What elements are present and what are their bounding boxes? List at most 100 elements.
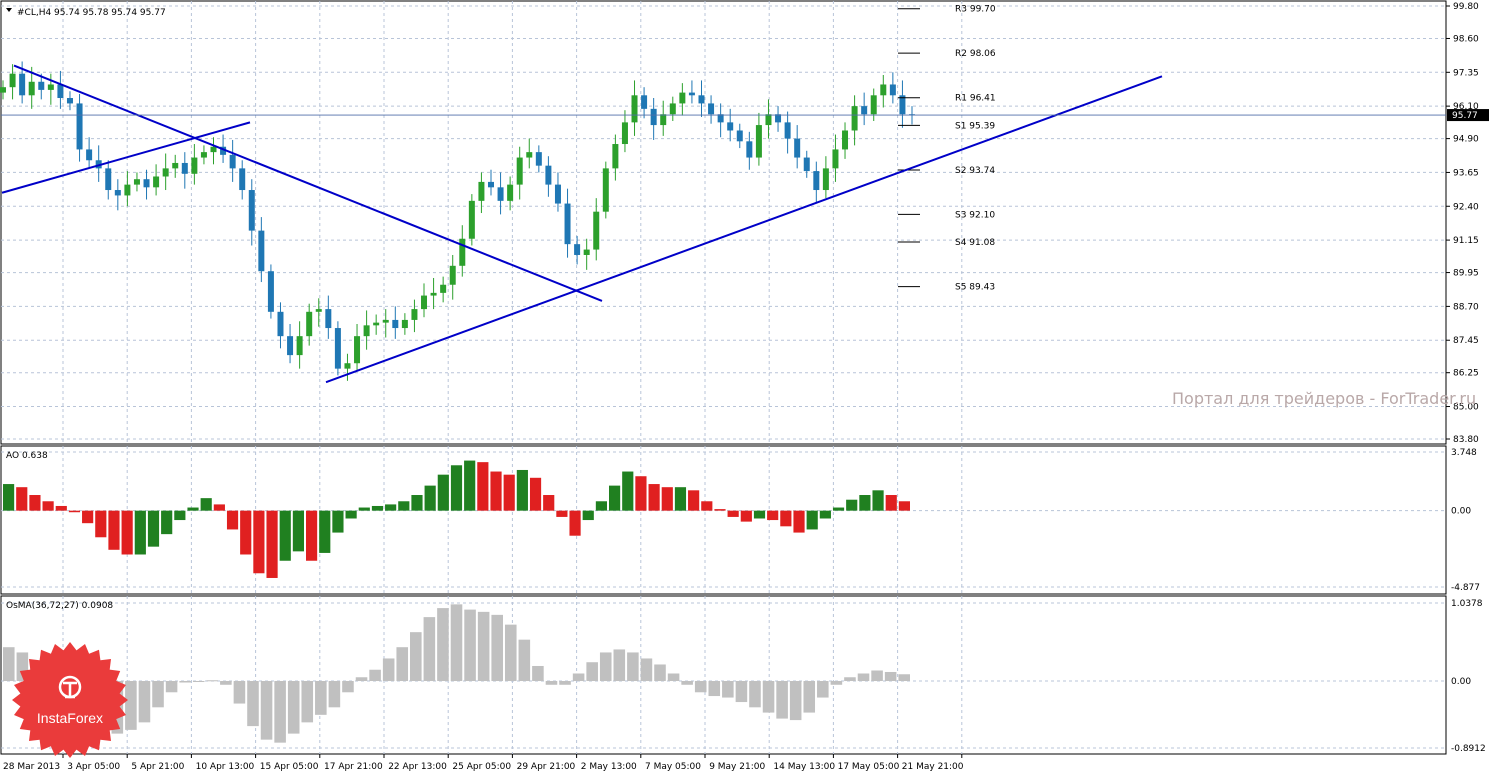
osma-bar (518, 639, 531, 682)
osma-bar (803, 681, 816, 713)
ao-bar (767, 510, 779, 521)
y-tick-label: 87.45 (1453, 336, 1479, 346)
pivot-label: S4 91.08 (955, 238, 995, 248)
osma-bar (423, 617, 436, 682)
candle-body (660, 114, 667, 126)
candle-body (430, 292, 437, 296)
pivot-label: R1 96.41 (955, 94, 996, 104)
candle-body (325, 309, 332, 329)
x-tick-label: 2 May 13:00 (581, 762, 637, 772)
candle-body (478, 181, 485, 201)
ao-bar (503, 474, 515, 511)
osma-bar (762, 681, 775, 713)
ao-bar (688, 490, 700, 511)
candle-body (803, 157, 810, 172)
ao-bar (279, 510, 291, 561)
osma-bar (572, 673, 585, 682)
candle-body (736, 130, 743, 142)
osma-bar (789, 681, 802, 721)
dropdown-arrow-icon[interactable] (6, 8, 12, 12)
osma-bar (545, 681, 558, 685)
osma-bar (627, 652, 639, 682)
y-tick-label: 93.65 (1453, 168, 1479, 178)
candle-body (392, 319, 399, 329)
candle-body (153, 176, 160, 188)
candle-body (334, 328, 341, 369)
pivot-label: S2 93.74 (955, 166, 995, 176)
osma-bar (396, 647, 409, 682)
candle-body (76, 103, 83, 150)
osma-tick-label: 1.0378 (1451, 599, 1483, 609)
candle-body (794, 138, 801, 158)
candle-body (602, 168, 609, 212)
osma-bar (16, 652, 29, 682)
osma-bar (274, 681, 286, 743)
osma-bar (410, 632, 422, 682)
osma-bar (735, 681, 748, 703)
candle-body (9, 73, 16, 88)
osma-bar (233, 681, 246, 704)
osma-bar (667, 673, 680, 682)
x-tick-label: 17 Apr 21:00 (324, 762, 383, 772)
candle-body (669, 103, 676, 115)
ao-bar (55, 505, 67, 511)
candle-body (784, 122, 791, 139)
candle-body (775, 114, 782, 123)
osma-bar (599, 652, 612, 682)
ao-bar (490, 471, 502, 511)
candle-body (277, 311, 284, 337)
ao-bar (753, 510, 766, 519)
candle-body (717, 114, 724, 123)
candle-body (487, 181, 494, 188)
candle-body (315, 309, 322, 312)
osma-bar (559, 681, 571, 685)
candle-body (650, 108, 657, 126)
ao-bar (226, 510, 239, 530)
candle-body (172, 162, 179, 169)
ao-bar (398, 501, 410, 511)
y-tick-label: 89.95 (1453, 269, 1479, 279)
osma-bar (898, 674, 910, 682)
candle-body (641, 95, 648, 109)
candle-body (727, 122, 734, 131)
grid-lines (1, 1, 1446, 754)
candle-body (306, 311, 313, 337)
y-tick-label: 83.80 (1453, 435, 1479, 445)
ao-header: AO 0.638 (6, 451, 48, 461)
candle-body (210, 146, 217, 153)
current-price-label: 95.77 (1452, 111, 1478, 121)
candle-body (755, 125, 762, 158)
candle-body (564, 203, 571, 245)
x-tick-label: 10 Apr 13:00 (196, 762, 255, 772)
ao-bar (108, 510, 120, 550)
pivot-label: R2 98.06 (955, 49, 996, 59)
ao-bar (42, 501, 54, 511)
ao-bar (147, 510, 160, 547)
ao-histogram (3, 460, 910, 578)
candle-body (746, 141, 753, 158)
y-tick-label: 86.25 (1453, 369, 1479, 379)
ao-bar (358, 507, 370, 511)
ao-panel (0, 445, 1447, 595)
osma-bar (450, 604, 463, 682)
candle-body (57, 84, 64, 99)
ao-bar (371, 505, 384, 511)
candle-body (440, 284, 447, 293)
trendline-rising-support (325, 75, 1163, 384)
candle-body (889, 84, 896, 96)
candle-body (421, 295, 428, 310)
x-tick-label: 3 Apr 05:00 (67, 762, 120, 772)
candle-body (679, 92, 686, 104)
y-tick-label: 96.10 (1453, 102, 1479, 112)
ao-bar (674, 487, 687, 511)
candle-body (382, 319, 389, 323)
logo-text: InstaForex (37, 710, 103, 726)
ao-bar (68, 510, 81, 513)
osma-bar (817, 681, 829, 698)
osma-bar (504, 624, 517, 682)
ao-bar (134, 510, 146, 555)
osma-bar (152, 681, 164, 708)
candle-body (870, 95, 877, 115)
osma-bar (247, 681, 259, 727)
x-tick-label: 9 May 21:00 (709, 762, 765, 772)
